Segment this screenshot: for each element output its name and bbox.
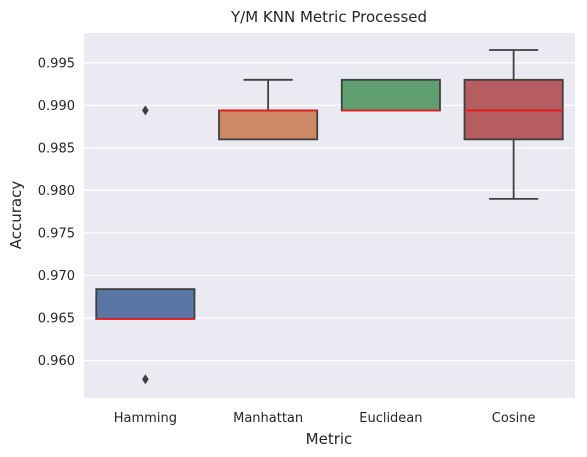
box-body [340,78,441,112]
box-hamming [95,105,196,385]
box-euclidean [340,78,441,112]
y-tick-label: 0.965 [38,312,75,327]
y-tick-label: 0.960 [38,354,75,369]
y-axis-label: Accuracy [7,181,25,250]
y-tick-label: 0.985 [38,141,75,156]
box-body [95,288,196,320]
x-tick-label: Hamming [114,411,177,426]
y-tick-label: 0.990 [38,99,75,114]
y-tick-label: 0.970 [38,269,75,284]
x-axis-label: Metric [306,430,353,448]
box-manhattan [218,78,319,141]
y-tick-labels: 0.960 0.965 0.970 0.975 0.980 0.985 0.990 0.995 [38,56,75,369]
outlier-point [142,374,149,385]
box-body [218,109,319,141]
box-cosine [463,49,564,200]
x-tick-label: Euclidean [359,411,422,426]
y-tick-label: 0.975 [38,226,75,241]
boxes [95,49,564,385]
outlier-point [142,105,149,116]
x-tick-label: Cosine [492,411,536,426]
chart-title: Y/M KNN Metric Processed [230,8,427,26]
x-tick-labels: Hamming Manhattan Euclidean Cosine [114,411,536,426]
x-tick-label: Manhattan [233,411,303,426]
y-tick-label: 0.995 [38,56,75,71]
y-tick-label: 0.980 [38,184,75,199]
